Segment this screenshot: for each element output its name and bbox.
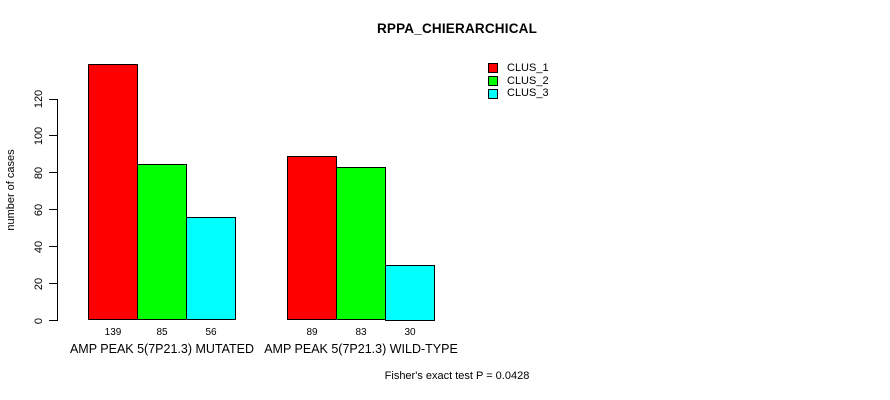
bar-value-label: 83 <box>355 327 367 338</box>
y-axis-tick <box>49 135 57 137</box>
legend-item-clus-2: CLUS_2 <box>488 75 549 88</box>
y-axis-tick-label: 40 <box>33 240 45 253</box>
bar-clus_3-group2 <box>385 265 435 321</box>
legend: CLUS_1 CLUS_2 CLUS_3 <box>488 62 549 100</box>
y-axis-label: number of cases <box>5 149 17 231</box>
legend-item-clus-1: CLUS_1 <box>488 62 549 75</box>
y-axis-tick <box>49 320 57 321</box>
bar-value-label: 85 <box>156 327 168 338</box>
bar-value-label: 139 <box>104 327 122 338</box>
bar-value-label: 56 <box>205 327 217 338</box>
legend-swatch-clus-2 <box>488 76 498 87</box>
legend-label-clus-2: CLUS_2 <box>507 74 549 87</box>
bar-clus_2-group2 <box>336 167 386 321</box>
legend-label-clus-3: CLUS_3 <box>507 87 549 100</box>
y-axis-tick-label: 20 <box>33 277 45 290</box>
y-axis-line <box>57 99 58 321</box>
chart-title: RPPA_CHIERARCHICAL <box>376 21 538 36</box>
y-axis-tick <box>49 98 57 100</box>
y-axis-tick-label: 0 <box>33 317 45 324</box>
legend-item-clus-3: CLUS_3 <box>488 87 549 100</box>
legend-swatch-clus-1 <box>488 63 498 74</box>
y-axis-tick <box>49 172 57 174</box>
y-axis-tick-label: 100 <box>33 126 45 146</box>
annotation-pvalue: Fisher's exact test P = 0.0428 <box>384 370 530 382</box>
y-axis-tick-label: 80 <box>33 166 45 179</box>
y-axis-tick-label: 60 <box>33 203 45 216</box>
y-axis-tick <box>49 246 57 248</box>
category-label: AMP PEAK 5(7P21.3) MUTATED <box>69 342 255 356</box>
bar-value-label: 30 <box>404 327 416 338</box>
bar-value-label: 89 <box>306 327 318 338</box>
legend-label-clus-1: CLUS_1 <box>507 61 549 74</box>
y-axis-tick <box>49 283 57 285</box>
category-label: AMP PEAK 5(7P21.3) WILD-TYPE <box>264 342 458 356</box>
bar-clus_3-group1 <box>186 217 236 321</box>
y-axis-tick <box>49 209 57 211</box>
legend-swatch-clus-3 <box>488 88 498 99</box>
y-axis-tick-label: 120 <box>33 89 45 109</box>
bar-clus_1-group2 <box>287 156 337 321</box>
bar-clus_2-group1 <box>137 163 187 321</box>
bar-clus_1-group1 <box>88 63 138 321</box>
